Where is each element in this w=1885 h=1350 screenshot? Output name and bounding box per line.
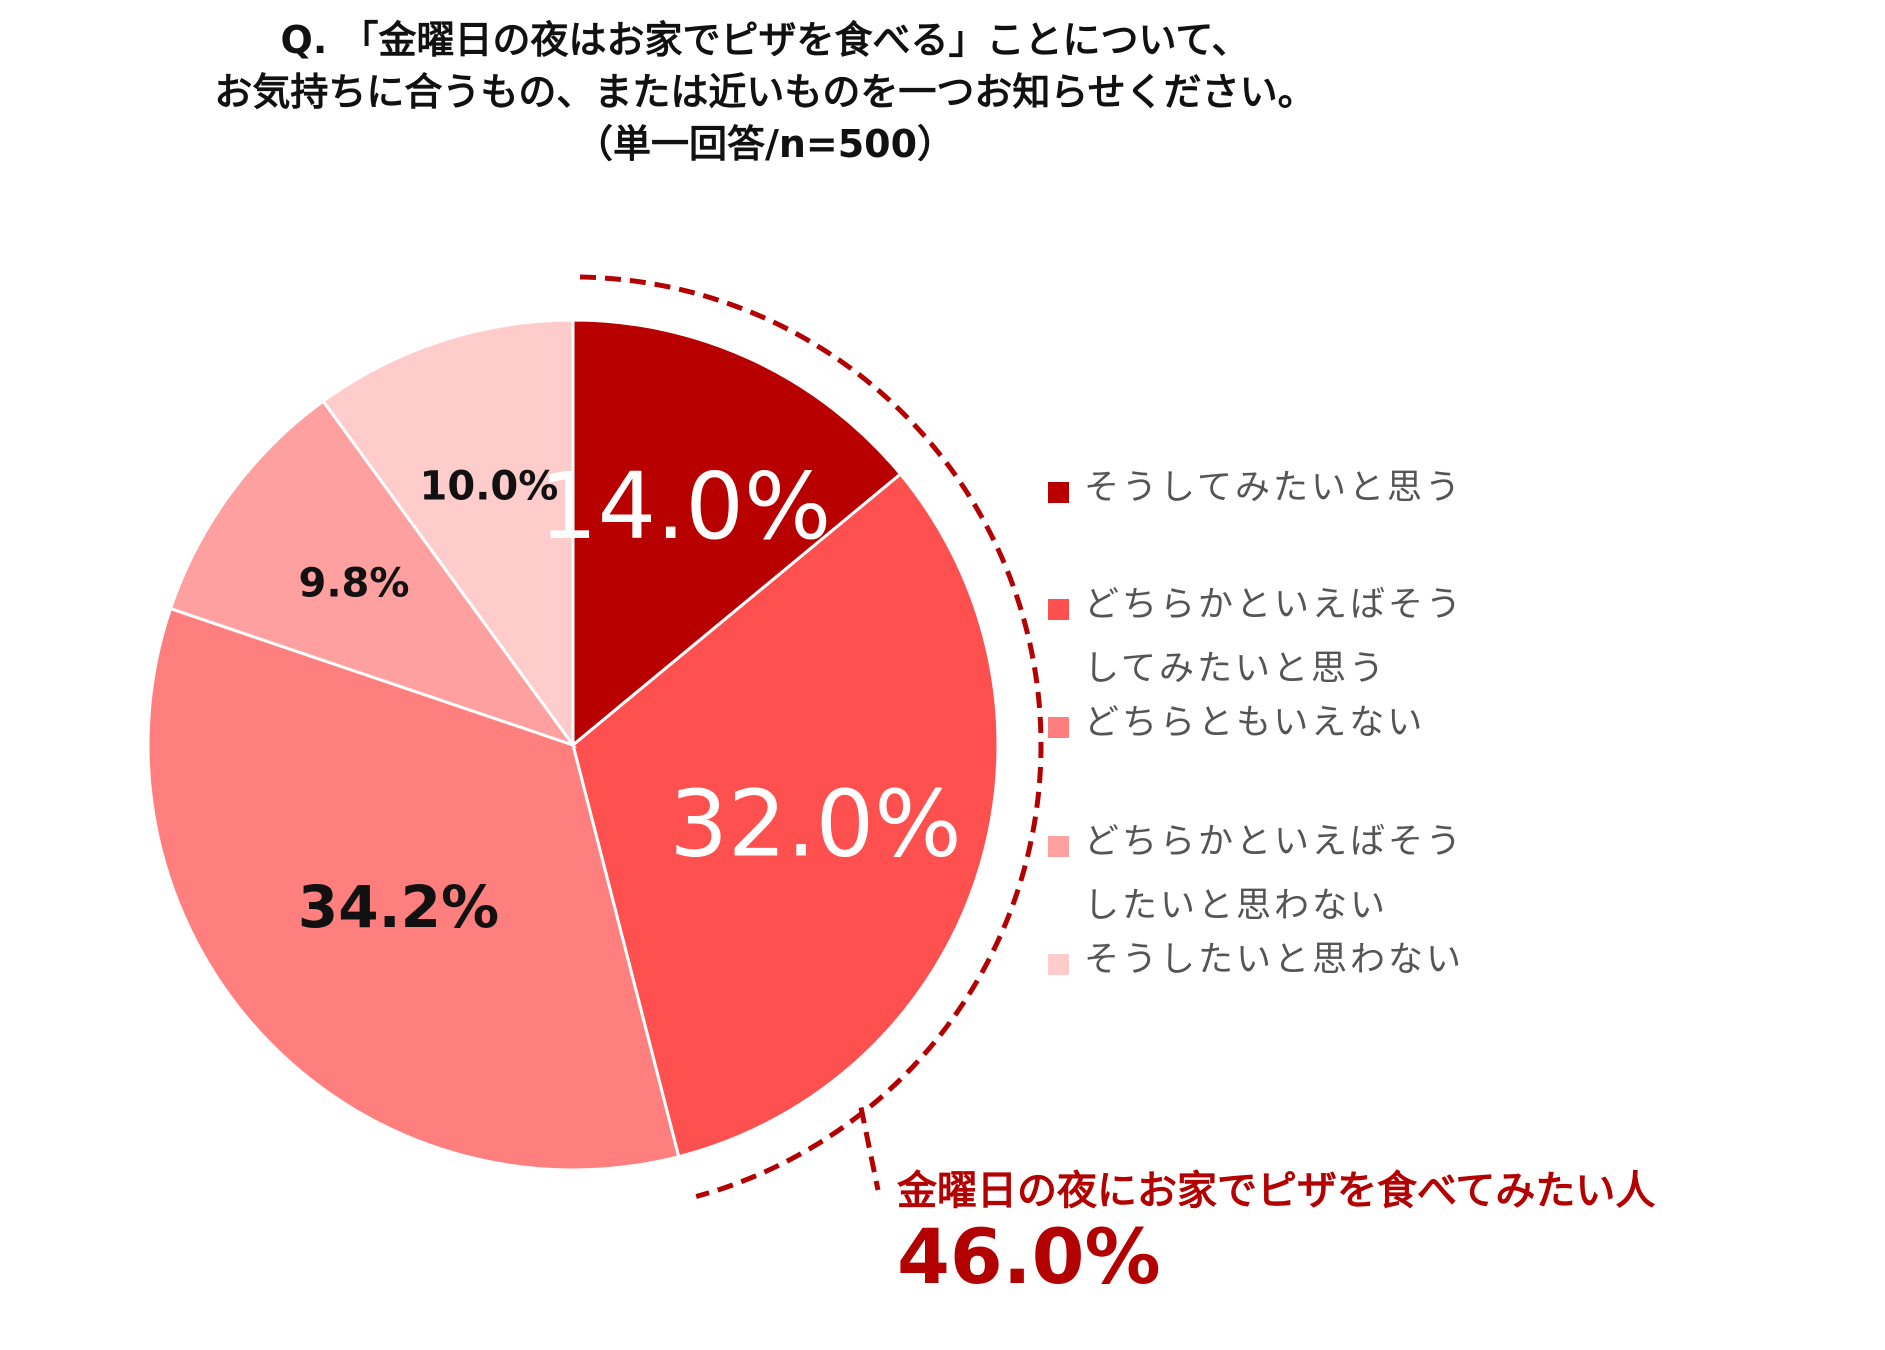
pie-slice-label-1: 14.0% [539,453,831,560]
callout-label: 金曜日の夜にお家でピザを食べてみたい人 [897,1168,1656,1214]
legend-swatch-2 [1048,599,1069,620]
legend-label-3-line-1: どちらともいえない [1084,703,1426,743]
title-line-1: Q. 「金曜日の夜はお家でピザを食べる」ことについて、 [280,18,1250,62]
chart-title: Q. 「金曜日の夜はお家でピザを食べる」ことについて、 お気持ちに合うもの、また… [0,14,1530,170]
pie-slice-labels: 14.0% 32.0% 34.2% 9.8% 10.0% [298,453,962,941]
pie-slice-label-2: 32.0% [669,770,961,877]
legend-swatch-3 [1048,717,1069,738]
title-line-3: （単一回答/n=500） [574,122,956,166]
legend-label-4-line-2: したいと思わない [1084,886,1389,926]
legend-label-5: そうしたいと思わない [1084,928,1474,992]
pie-slice-1 [571,318,903,749]
pie-slice-4 [168,399,577,748]
pie-slice-label-4: 9.8% [298,561,409,607]
legend-swatch-1 [1048,482,1069,503]
pie-slice-label-3: 34.2% [298,873,499,941]
legend-label-1: そうしてみたいと思う [1084,456,1474,520]
legend-label-2-line-2: してみたいと思う [1084,649,1387,689]
pie-slice-5 [321,318,575,750]
legend-swatch-4 [1048,836,1069,857]
pie-slice-3 [146,606,681,1172]
legend-label-5-line-1: そうしたいと思わない [1084,940,1465,980]
pie-slices [146,318,1000,1172]
legend-label-2-line-1: どちらかといえばそう [1084,585,1465,625]
pie-slice-2 [571,471,1000,1159]
callout-value: 46.0% [897,1212,1161,1301]
legend-label-3: どちらともいえない [1084,691,1474,755]
callout-bracket-arc [579,274,1044,1199]
title-line-2: お気持ちに合うもの、または近いものを一つお知らせください。 [214,70,1316,114]
legend-label-2: どちらかといえばそう してみたいと思う [1084,573,1474,701]
callout-leader-line [858,1107,881,1191]
legend-swatch-5 [1048,954,1069,975]
legend: そうしてみたいと思う どちらかといえばそう してみたいと思う どちらともいえない… [1048,0,1468,1350]
legend-label-1-line-1: そうしてみたいと思う [1084,468,1463,508]
pie-slice-label-5: 10.0% [420,463,559,509]
legend-label-4: どちらかといえばそう したいと思わない [1084,810,1474,938]
legend-label-4-line-1: どちらかといえばそう [1084,822,1465,862]
